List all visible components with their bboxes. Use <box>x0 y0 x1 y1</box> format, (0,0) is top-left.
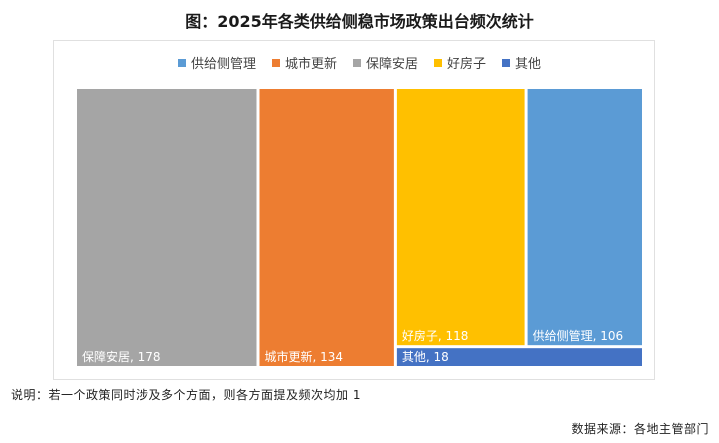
treemap-label-2: 好房子, 118 <box>402 328 469 343</box>
treemap-label-1: 城市更新, 134 <box>264 349 343 364</box>
footnote: 说明：若一个政策同时涉及多个方面，则各方面提及频次均加 1 <box>11 388 361 402</box>
legend: 供给侧管理 城市更新 保障安居 好房子 其他 <box>0 53 719 72</box>
treemap-label-4: 其他, 18 <box>402 350 449 364</box>
chart-title: 图：2025年各类供给侧稳市场政策出台频次统计 <box>185 12 534 31</box>
legend-label: 其他 <box>515 57 542 72</box>
legend-label: 保障安居 <box>365 57 418 72</box>
treemap-tile-0 <box>77 89 257 366</box>
treemap-tile-3 <box>527 89 642 346</box>
treemap-label-0: 保障安居, 178 <box>82 349 161 364</box>
legend-swatch <box>352 58 361 67</box>
treemap-tile-1 <box>259 89 394 366</box>
legend-swatch <box>502 58 511 67</box>
treemap-tile-4 <box>396 348 642 366</box>
legend-swatch <box>434 58 442 67</box>
legend-item: 供给侧管理 <box>177 53 256 72</box>
source-note: 数据来源：各地主管部门 <box>571 422 709 436</box>
legend-label: 好房子 <box>447 57 487 72</box>
legend-label: 供给侧管理 <box>190 57 256 72</box>
treemap-tile-2 <box>396 89 525 346</box>
legend-item: 好房子 <box>434 53 486 72</box>
legend-swatch <box>177 58 186 67</box>
legend-label: 城市更新 <box>284 57 337 72</box>
legend-item: 其他 <box>502 53 541 72</box>
legend-swatch <box>271 58 280 67</box>
treemap-label-3: 供给侧管理, 106 <box>533 328 624 343</box>
legend-item: 保障安居 <box>352 53 418 72</box>
legend-item: 城市更新 <box>271 53 337 72</box>
